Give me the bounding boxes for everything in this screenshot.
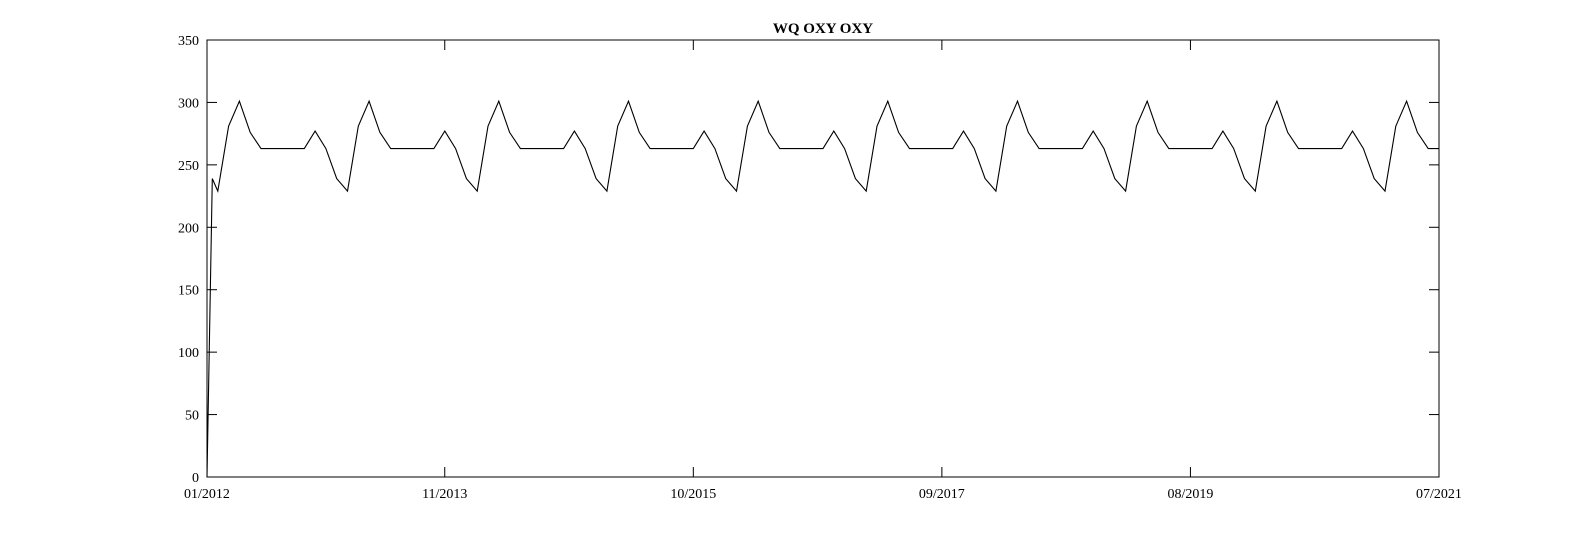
y-tick-label: 350 xyxy=(178,34,199,49)
y-tick-label: 100 xyxy=(178,346,199,361)
x-tick-label: 07/2021 xyxy=(1416,487,1462,502)
x-tick-label: 10/2015 xyxy=(670,487,716,502)
series-line xyxy=(206,99,1439,478)
x-tick-label: 09/2017 xyxy=(919,487,965,502)
plot-frame xyxy=(206,39,1440,478)
y-tick-label: 300 xyxy=(178,96,199,111)
y-tick-label: 150 xyxy=(178,284,199,299)
x-tick-label: 01/2012 xyxy=(184,487,230,502)
y-axis: 0 50 100 150 200 250 300 350 xyxy=(178,34,1439,486)
x-tick-label: 08/2019 xyxy=(1167,487,1213,502)
y-tick-label: 250 xyxy=(178,159,199,174)
y-tick-label: 50 xyxy=(185,409,199,424)
x-tick-label: 11/2013 xyxy=(422,487,467,502)
y-tick-label: 200 xyxy=(178,221,199,236)
chart-title: WQ OXY OXY xyxy=(773,21,873,37)
x-axis: 01/2012 11/2013 10/2015 09/2017 08/2019 07/20… xyxy=(184,40,1462,502)
y-tick-label: 0 xyxy=(192,471,199,486)
